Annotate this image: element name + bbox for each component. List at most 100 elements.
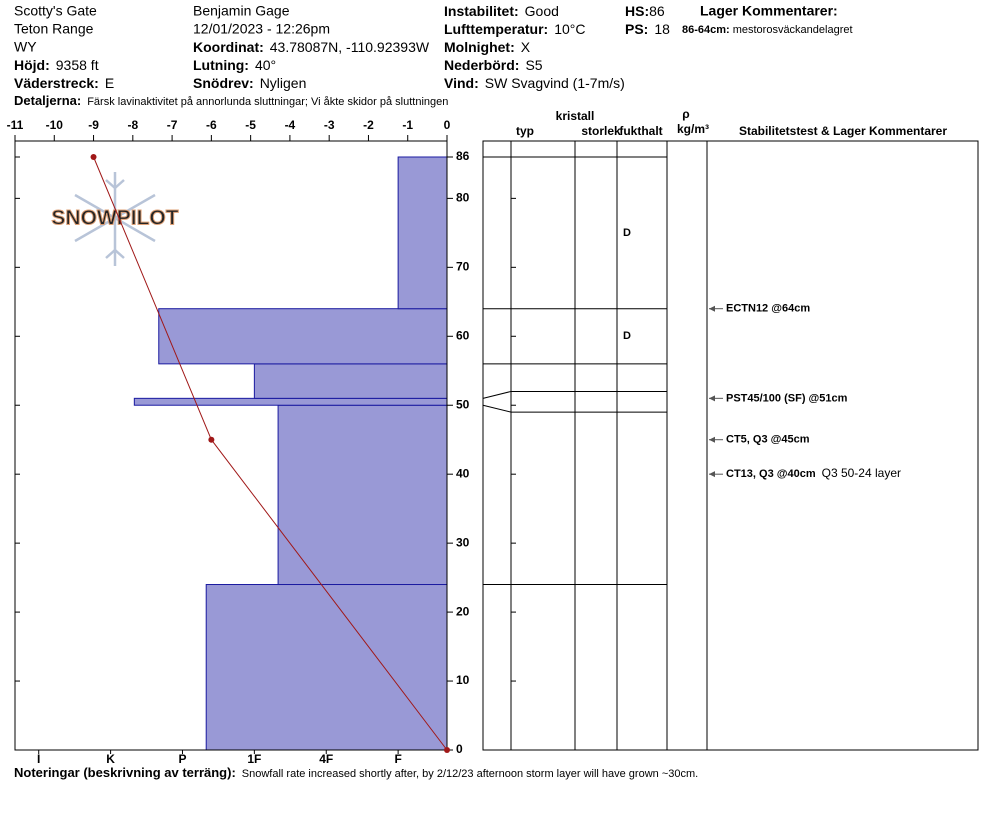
ps-label: PS:	[625, 21, 648, 37]
logo: SNOWPILOT	[51, 207, 178, 230]
column-header: Stabilitetstest & Lager Kommentarer	[739, 124, 947, 138]
height-tick-label: 50	[456, 397, 470, 411]
slope: Lutning: 40°	[193, 57, 276, 73]
notes-label: Noteringar (beskrivning av terräng):	[14, 765, 236, 780]
height-tick-label: 80	[456, 191, 470, 205]
height-tick-label: 70	[456, 259, 470, 273]
test-name: CT13, Q3 @40cm	[726, 468, 816, 480]
aspect-label: Väderstreck:	[14, 75, 99, 91]
column-header: kg/m³	[677, 122, 709, 136]
height-tick-label: 86	[456, 149, 470, 163]
logo-snowflake	[74, 172, 156, 266]
profile-frame	[14, 140, 448, 751]
notes: Noteringar (beskrivning av terräng): Snow…	[14, 765, 698, 780]
temperature-point	[208, 436, 215, 443]
aspect: Väderstreck: E	[14, 75, 114, 91]
details-value: Färsk lavinaktivitet på annorlunda slutt…	[87, 96, 448, 108]
test-comment: Q3 50-24 layer	[822, 466, 901, 480]
coordinates: Koordinat: 43.78087N, -110.92393W	[193, 39, 430, 55]
layer-comment-label: 86-64cm:	[682, 24, 730, 36]
details-label: Detaljerna:	[14, 93, 81, 108]
wind-value: SW Svagvind (1-7m/s)	[485, 75, 625, 91]
aspect-value: E	[105, 75, 114, 91]
column-header: storlek	[581, 124, 621, 138]
air-temp-value: 10°C	[554, 21, 585, 37]
sky-value: X	[521, 39, 531, 55]
layer-boundary	[482, 404, 667, 413]
test-arrowhead	[709, 305, 715, 312]
hardness-tick-label: F	[394, 752, 401, 766]
precip: Nederbörd: S5	[444, 57, 543, 73]
ps: PS: 18	[625, 21, 670, 37]
test-label: CT5, Q3 @45cm	[726, 434, 810, 446]
temperature-point	[90, 154, 97, 160]
temp-tick-label: -1	[402, 118, 413, 132]
layer-comment: 86-64cm: mestorosväckandelagret	[682, 24, 853, 36]
hardness-bar	[133, 397, 448, 406]
temp-tick-label: -3	[324, 118, 335, 132]
sky-label: Molnighet:	[444, 39, 515, 55]
test-arrowhead	[709, 395, 715, 402]
column-header: ρ	[682, 107, 689, 121]
moisture-label: D	[623, 330, 631, 342]
column-header: kristall	[556, 109, 595, 123]
hardness-bar	[253, 363, 448, 399]
height-tick-label: 10	[456, 673, 470, 687]
test-label: CT13, Q3 @40cm Q3 50-24 layer	[726, 466, 901, 480]
notes-value: Snowfall rate increased shortly after, b…	[242, 768, 698, 780]
wind-loading: Snödrev: Nyligen	[193, 75, 306, 91]
elevation-value: 9358 ft	[56, 57, 99, 73]
temp-tick-label: -10	[46, 118, 64, 132]
wind-label: Vind:	[444, 75, 479, 91]
height-tick-label: 40	[456, 466, 470, 480]
slope-value: 40°	[255, 57, 276, 73]
column-header: fukthalt	[619, 124, 662, 138]
temp-tick-label: -2	[363, 118, 374, 132]
precip-value: S5	[525, 57, 542, 73]
stability-label: Instabilitet:	[444, 3, 519, 19]
height-tick-label: 30	[456, 535, 470, 549]
layer-boundary	[482, 390, 667, 399]
precip-label: Nederbörd:	[444, 57, 519, 73]
hardness-tick-label: 4F	[319, 752, 333, 766]
temp-tick-label: -9	[88, 118, 99, 132]
ps-value: 18	[654, 21, 670, 37]
test-arrowhead	[709, 436, 715, 443]
test-label: ECTN12 @64cm	[726, 303, 810, 315]
coordinates-value: 43.78087N, -110.92393W	[270, 39, 430, 55]
column-header: typ	[516, 124, 534, 138]
hs-value: 86	[649, 3, 665, 19]
test-label: PST45/100 (SF) @51cm	[726, 392, 848, 404]
test-name: ECTN12 @64cm	[726, 303, 810, 315]
temp-tick-label: -6	[206, 118, 217, 132]
moisture-label: D	[623, 227, 631, 239]
hs: HS:86	[625, 3, 665, 19]
test-arrowhead	[709, 471, 715, 478]
test-name: CT5, Q3 @45cm	[726, 434, 810, 446]
location: Scotty's Gate	[14, 3, 97, 19]
hardness-bar	[397, 156, 448, 310]
hardness-tick-label: I	[37, 752, 40, 766]
datetime: 12/01/2023 - 12:26pm	[193, 21, 330, 37]
sky: Molnighet: X	[444, 39, 531, 55]
stability: Instabilitet: Good	[444, 3, 559, 19]
height-tick-label: 20	[456, 604, 470, 618]
hardness-bar	[277, 404, 448, 586]
coordinates-label: Koordinat:	[193, 39, 264, 55]
layer-table-frame	[482, 140, 979, 751]
slope-label: Lutning:	[193, 57, 249, 73]
range: Teton Range	[14, 21, 94, 37]
temperature-point	[444, 747, 450, 753]
hardness-tick-label: K	[106, 752, 115, 766]
air-temp: Lufttemperatur: 10°C	[444, 21, 586, 37]
wind-loading-value: Nyligen	[260, 75, 307, 91]
temp-tick-label: -5	[245, 118, 256, 132]
stability-value: Good	[525, 3, 559, 19]
temp-tick-label: -8	[127, 118, 138, 132]
temp-tick-label: -7	[167, 118, 178, 132]
temp-tick-label: 0	[444, 118, 451, 132]
air-temp-label: Lufttemperatur:	[444, 21, 548, 37]
elevation: Höjd: 9358 ft	[14, 57, 99, 73]
